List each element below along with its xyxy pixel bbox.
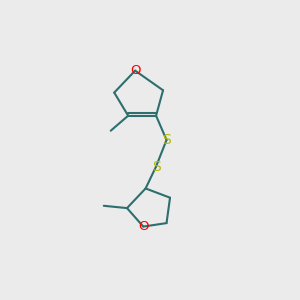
Text: O: O (138, 220, 148, 233)
Text: O: O (130, 64, 140, 77)
Text: S: S (162, 133, 171, 147)
Text: S: S (152, 160, 161, 173)
